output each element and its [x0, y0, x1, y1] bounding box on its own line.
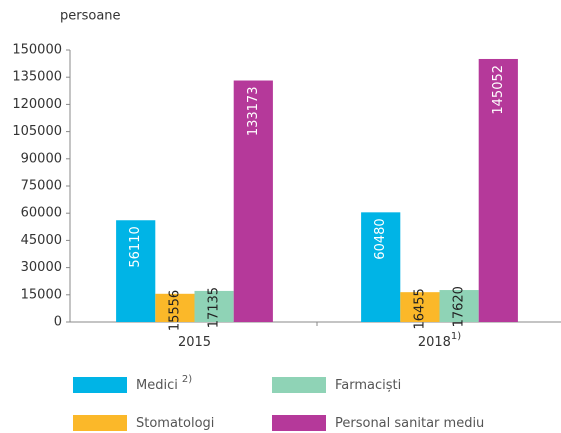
bar — [400, 292, 440, 322]
legend-swatch — [73, 415, 127, 431]
legend-text: Farmaciști — [335, 378, 401, 393]
legend-swatch — [73, 377, 127, 393]
category-superscript: 1) — [451, 331, 461, 342]
bar — [155, 293, 195, 322]
legend-label: Medici 2) — [136, 374, 192, 393]
y-tick-label: 120000 — [12, 97, 62, 112]
value-label: 145052 — [491, 65, 506, 115]
bar — [233, 80, 273, 322]
y-tick-label: 75000 — [21, 179, 62, 194]
y-tick-label: 105000 — [12, 124, 62, 139]
x-tick-label: 20181) — [418, 331, 461, 350]
y-tick-label: 150000 — [12, 43, 62, 58]
unit-label: persoane — [60, 9, 121, 24]
y-tick-label: 60000 — [21, 206, 62, 221]
y-tick-label: 15000 — [21, 287, 62, 302]
value-label: 17620 — [452, 286, 467, 327]
value-label: 56110 — [128, 226, 143, 267]
value-label: 16455 — [412, 288, 427, 329]
legend-label: Personal sanitar mediu — [335, 416, 484, 431]
legend-superscript: 2) — [182, 374, 192, 385]
bar — [478, 58, 518, 322]
y-tick-label: 45000 — [21, 233, 62, 248]
value-label: 133173 — [246, 87, 261, 137]
legend-text: Stomatologi — [136, 416, 214, 431]
value-label: 15556 — [167, 290, 182, 331]
bar — [194, 290, 234, 322]
legend-text: Medici — [136, 378, 178, 393]
legend-label: Farmaciști — [335, 378, 401, 393]
bar — [439, 290, 479, 322]
y-tick-label: 90000 — [21, 151, 62, 166]
category-text: 2018 — [418, 335, 451, 350]
y-tick-label: 135000 — [12, 70, 62, 85]
bar — [361, 212, 401, 322]
value-label: 60480 — [373, 218, 388, 259]
y-tick-label: 0 — [54, 315, 62, 330]
value-label: 17135 — [207, 287, 222, 328]
bar — [116, 220, 156, 322]
legend-swatch — [272, 377, 326, 393]
legend-swatch — [272, 415, 326, 431]
category-text: 2015 — [178, 335, 211, 350]
legend-text: Personal sanitar mediu — [335, 416, 484, 431]
legend-label: Stomatologi — [136, 416, 214, 431]
x-tick-label: 2015 — [178, 335, 211, 350]
y-tick-label: 30000 — [21, 260, 62, 275]
